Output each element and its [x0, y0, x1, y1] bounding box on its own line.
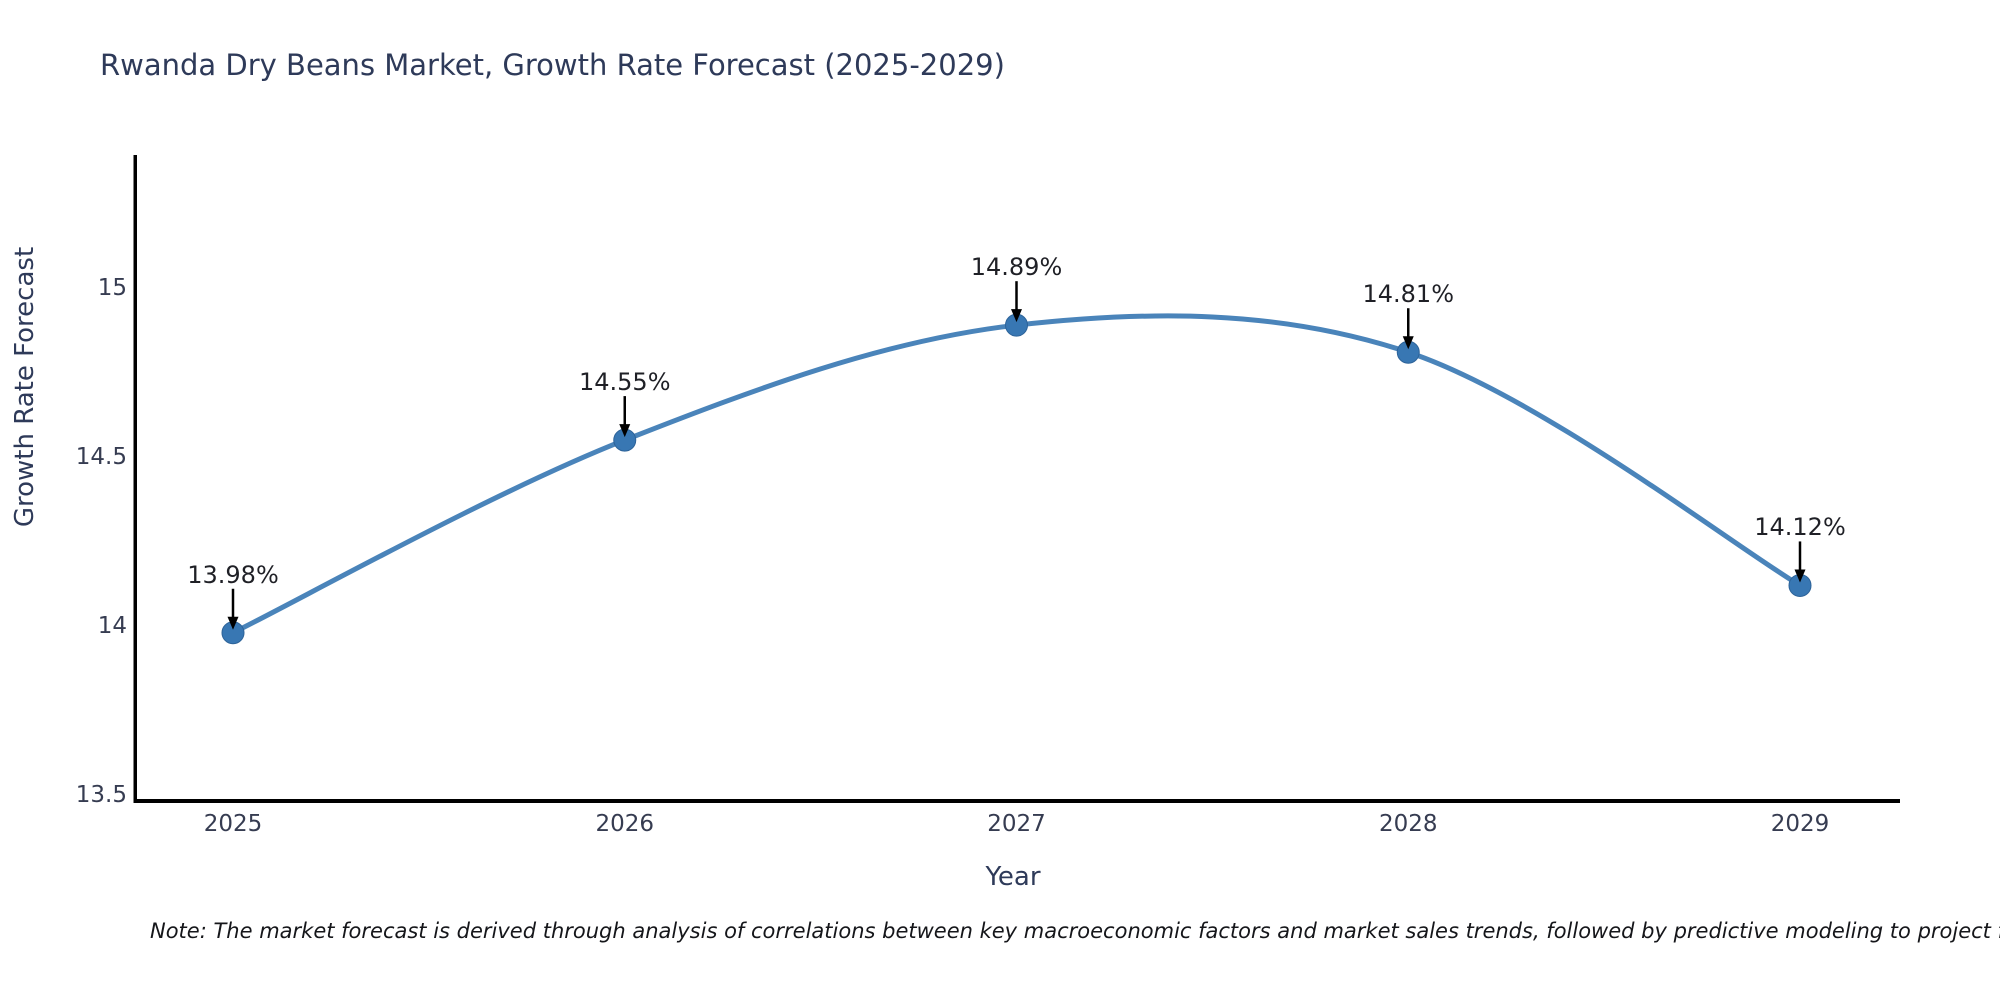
annotation-arrowhead	[1011, 309, 1022, 323]
x-tick-label: 2025	[203, 811, 263, 837]
x-tick-label: 2029	[1770, 811, 1830, 837]
y-tick-label: 14.5	[75, 444, 127, 470]
x-axis-spine	[133, 799, 1900, 803]
y-tick-label: 15	[97, 275, 127, 301]
forecast-line	[230, 313, 1803, 636]
point-value-annotation: 14.12%	[1754, 513, 1846, 542]
y-tick-label: 13.5	[75, 782, 127, 808]
point-value-annotation: 14.81%	[1362, 280, 1455, 309]
point-value-annotation: 14.89%	[970, 253, 1063, 282]
annotation-arrowhead	[227, 616, 239, 630]
chart-title: Rwanda Dry Beans Market, Growth Rate For…	[100, 48, 1005, 82]
point-value-annotation: 14.55%	[578, 368, 671, 397]
footnote: Note: The market forecast is derived thr…	[150, 919, 2000, 943]
y-axis-spine	[133, 155, 137, 803]
point-value-annotation: 13.98%	[187, 560, 279, 589]
x-axis-title: Year	[985, 862, 1041, 892]
annotation-arrowhead	[1794, 569, 1806, 583]
x-tick-label: 2027	[987, 811, 1046, 837]
y-tick-label: 14	[97, 613, 127, 639]
y-axis-title: Growth Rate Forecast	[10, 246, 40, 528]
x-tick-label: 2026	[595, 811, 655, 837]
annotation-arrowhead	[1402, 336, 1414, 350]
annotation-arrowhead	[619, 424, 631, 438]
x-tick-label: 2028	[1378, 811, 1438, 837]
